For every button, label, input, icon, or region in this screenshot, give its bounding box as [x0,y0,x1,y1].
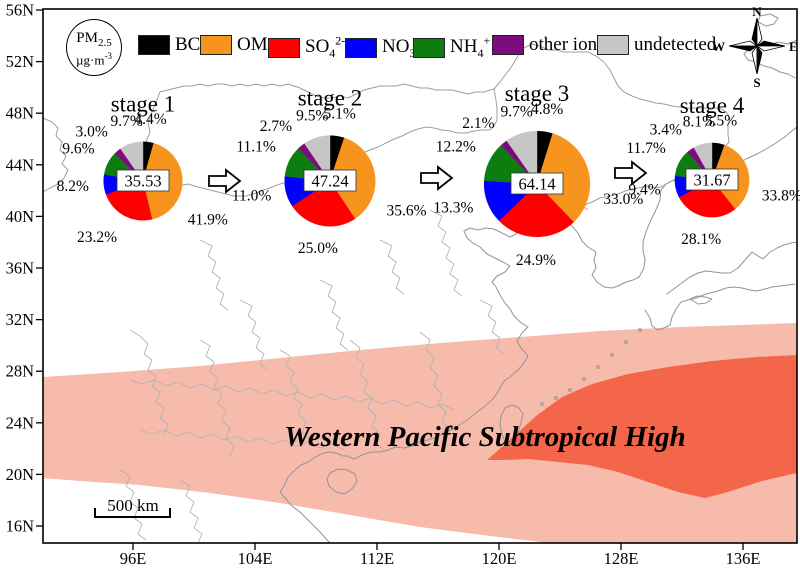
pie-stage-2: stage 25.1% 35.6% 25.0% 11.0% 11.1% 2.7%9.5% 4… [232,86,427,257]
lat-tick-label: 16N [6,517,35,536]
pie-percent-label-nh4-: 11.7% [626,140,666,157]
korea-coastline [565,176,682,289]
pie-percent-label-om: 41.9% [188,212,228,229]
stage-title: stage 4 [680,93,745,118]
pie-percent-label-nh4-: 12.2% [436,139,476,156]
lat-tick-label: 52N [6,52,35,71]
stage-transition-arrow-icon [614,160,648,186]
pie-percent-label-other-ions: 2.1% [462,115,494,132]
pie-slice-undetected [506,130,538,185]
plot-border [42,8,798,544]
scale-bar: 500 km [94,496,171,518]
pie-slice-so4-2- [678,179,736,218]
pie-percent-label-bc: 5.1% [323,105,355,122]
stage-transition-arrow-icon [420,165,454,191]
lat-tick-label: 44N [6,155,35,174]
pie-percent-label-so4-2-: 25.0% [298,240,338,257]
pie-charts: stage 14.4%41.9%23.2%8.2%9.6%3.0%9.7%35.… [57,81,800,269]
pie-percent-label-undetected: 9.5% [296,107,328,124]
pie-percent-label-undetected: 9.7% [111,113,143,130]
stage-title: stage 3 [505,81,570,106]
pie-percent-label-so4-2-: 28.1% [681,231,721,248]
pm25-unit-badge: PM2.5 µg·m-3 [66,19,122,76]
pie-percent-label-no3-: 13.3% [433,200,473,217]
lon-tick-label: 104E [238,549,273,568]
lon-tick-label: 112E [360,549,394,568]
pie-percent-label-bc: 5.5% [705,113,737,130]
stage-title: stage 1 [111,92,176,117]
axes: 56N 52N 48N 44N 40N 36N 32N 28N 24N 20N 16N 96E 104E… [6,1,761,568]
stage-title: stage 2 [298,86,363,111]
compass-s: S [753,75,760,90]
pie-percent-label-so4-2-: 23.2% [77,229,117,246]
pie-center-box [303,169,357,192]
compass-rose: N S W E [712,4,798,90]
mongolia-north-border [141,83,498,182]
pie-percent-label-no3-: 8.2% [57,178,89,195]
stage-transition-arrow-icon [208,168,242,194]
lat-tick-label: 32N [6,310,35,329]
pie-center-value: 35.53 [124,172,161,191]
pie-percent-label-bc: 4.4% [134,111,166,128]
shikoku-island [689,295,713,305]
pie-percent-label-other-ions: 3.0% [76,124,108,141]
scale-bar-label: 500 km [107,496,158,515]
pie-stage-3: stage 34.8% 33.0% 24.9% 13.3% 12.2% 2.1% 9.7% 6… [433,81,643,269]
lon-tick-label: 136E [726,549,761,568]
japan-north-coast [666,241,797,295]
pie-center-box [510,172,564,195]
pie-slice-so4-2- [498,183,574,238]
pie-percent-label-om: 35.6% [387,202,427,219]
lat-tick-label: 56N [6,1,35,20]
pm25-unit: µg·m-3 [76,50,112,68]
pie-percent-label-no3-: 9.4% [628,181,660,198]
pie-percent-label-other-ions: 2.7% [260,118,292,135]
pie-center-box [116,169,170,192]
lat-tick-label: 48N [6,104,35,123]
ryukyu-islands [540,328,642,406]
subtropical-high-outer-region [43,323,797,543]
pie-percent-label-om: 33.8% [762,188,800,205]
taiwan-island [499,404,524,449]
west-border [43,117,69,193]
pie-percent-label-other-ions: 3.4% [650,121,682,138]
compass-e: E [789,39,798,54]
lat-tick-label: 36N [6,259,35,278]
pie-slice-so4-2- [291,180,356,227]
pie-center-value: 31.67 [693,171,730,190]
subtropical-high-label: Western Pacific Subtropical High [284,421,685,453]
pie-percent-label-no3-: 11.0% [232,187,272,204]
pie-slice-om [536,133,591,223]
pie-percent-label-undetected: 9.7% [500,103,532,120]
lon-tick-label: 96E [120,549,147,568]
pie-percent-label-nh4-: 9.6% [62,140,94,157]
lat-tick-label: 28N [6,362,35,381]
japan-south-coast [644,283,796,331]
pie-percent-label-undetected: 8.1% [683,114,715,131]
pie-percent-label-om: 33.0% [603,191,643,208]
lat-tick-label: 40N [6,207,35,226]
hainan-island [326,468,358,495]
pie-stage-4: stage 45.5% 33.8% 28.1% 9.4% 11.7% 3.4% 8.1% 31… [626,93,800,248]
pie-center-value: 64.14 [518,175,555,194]
subtropical-high-core-region [487,355,797,498]
pie-center-box [685,168,739,191]
lat-tick-label: 24N [6,413,35,432]
china-coastline [279,202,541,543]
lat-tick-label: 20N [6,465,35,484]
okhotsk-coast [743,39,797,79]
pie-percent-label-bc: 4.8% [531,101,563,118]
compass-w: W [712,39,725,54]
compass-n: N [752,4,762,19]
pie-percent-label-nh4-: 11.1% [236,138,276,155]
lon-tick-label: 120E [482,549,517,568]
lon-tick-label: 128E [604,549,639,568]
pm25-label: PM2.5 [76,30,112,49]
pie-stage-1: stage 14.4% 41.9% 23.2% 8.2% 9.6%3.0%9.7% 35.… [57,92,228,246]
pie-center-value: 47.24 [311,172,348,191]
pie-percent-label-so4-2-: 24.9% [516,252,556,269]
